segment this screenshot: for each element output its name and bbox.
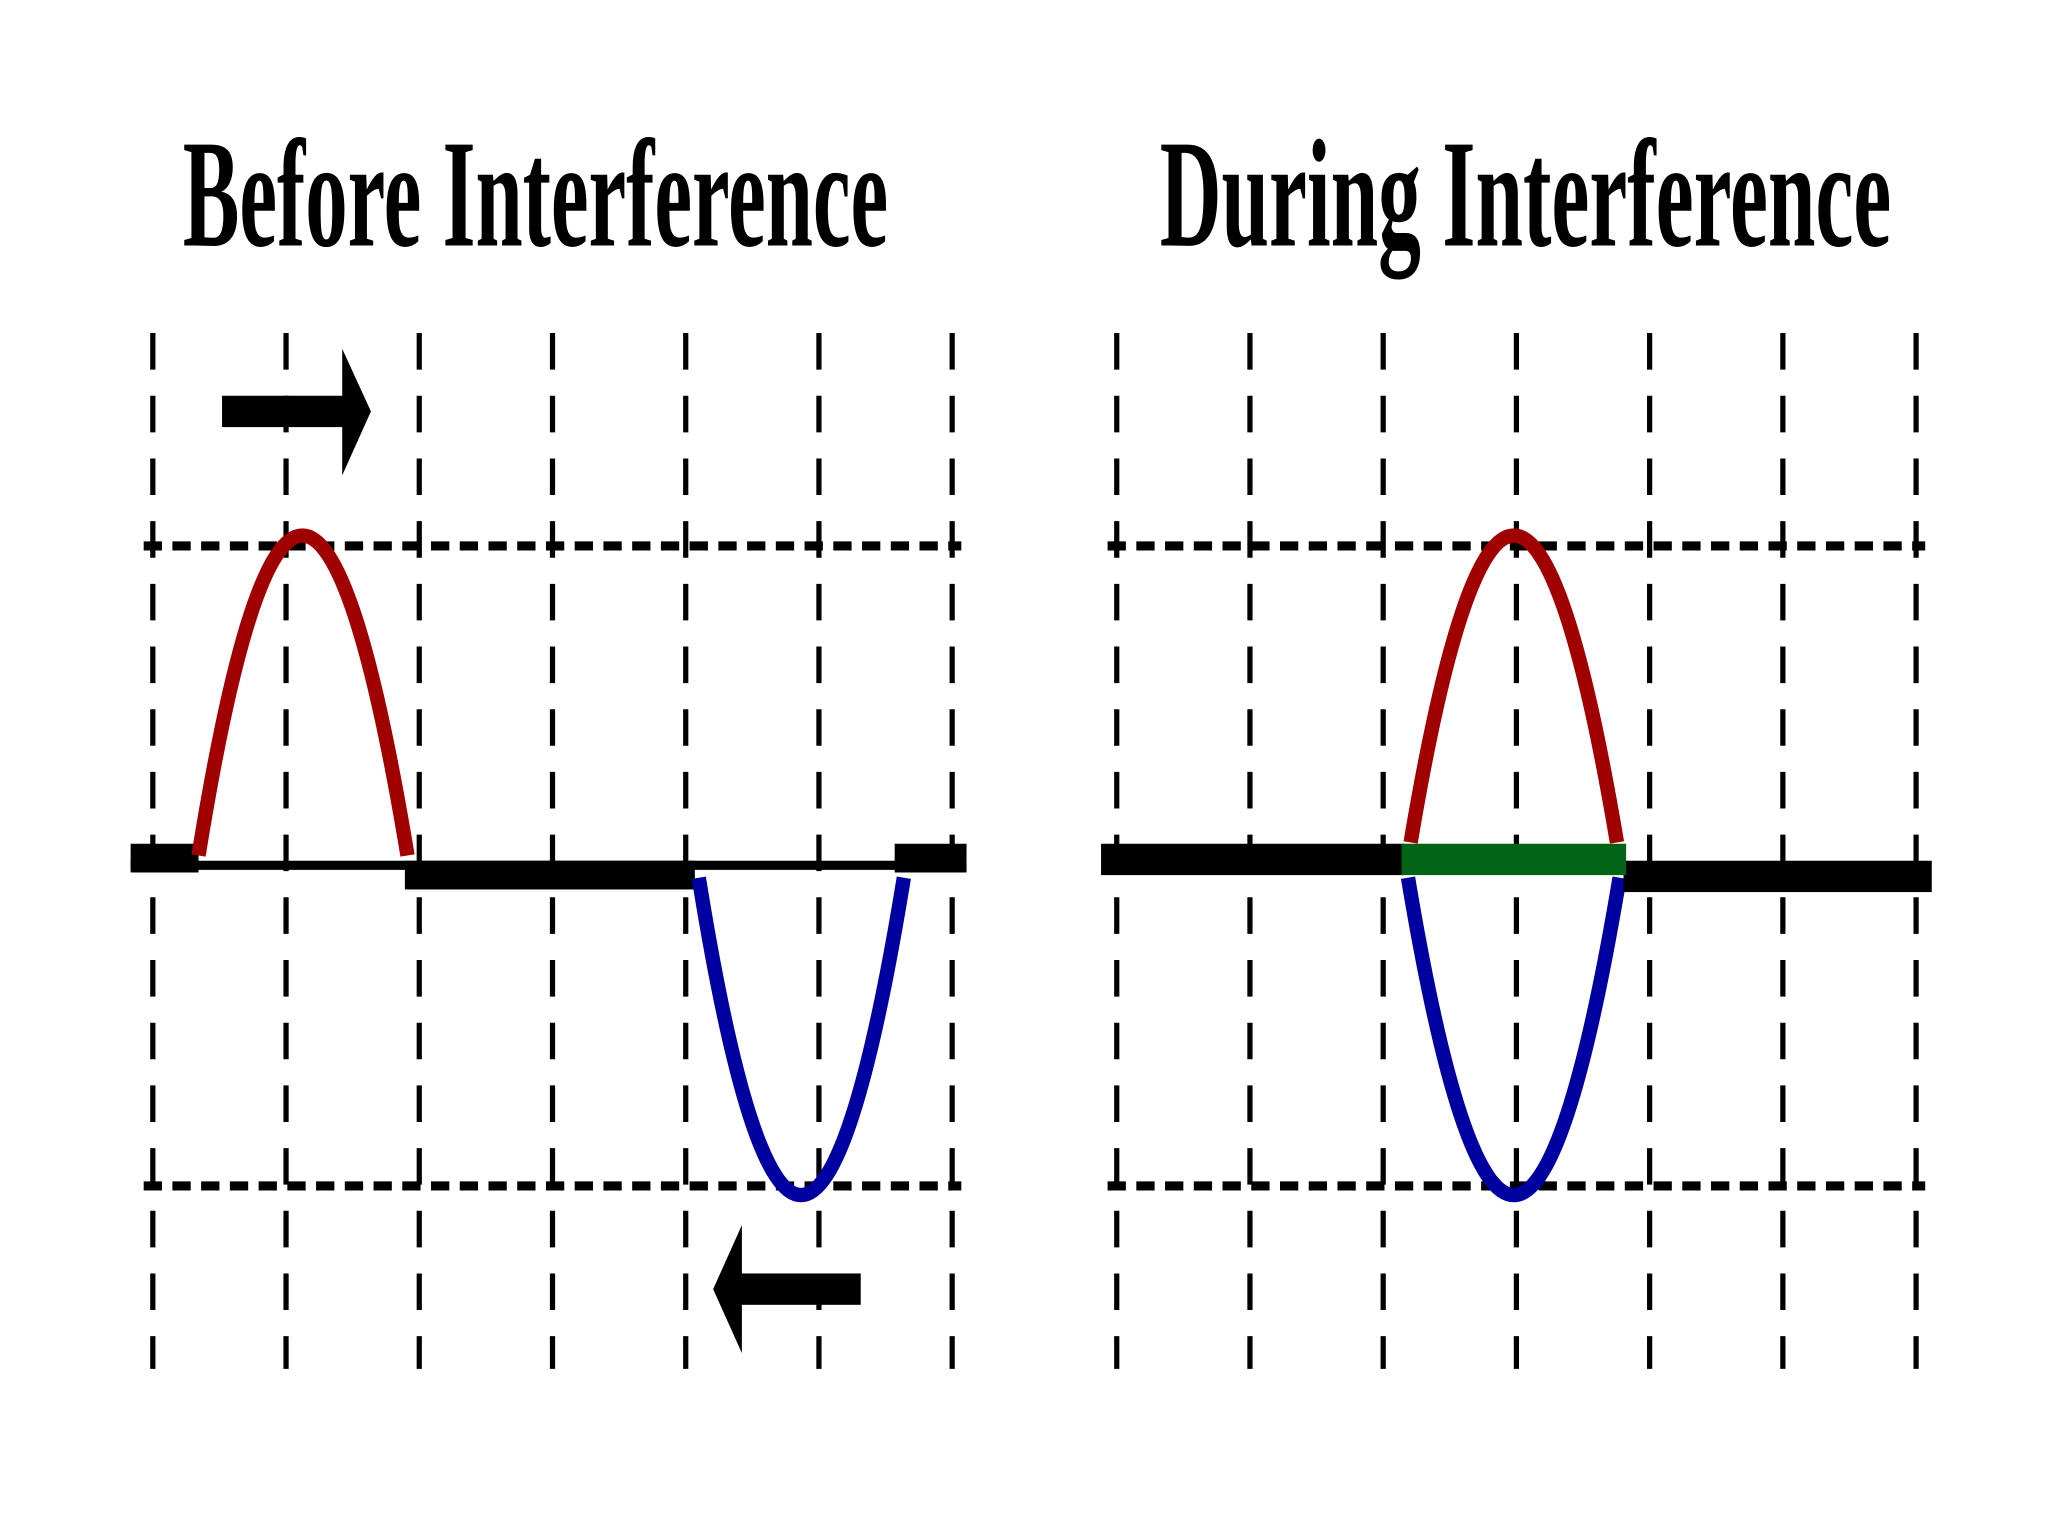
resultant-line [1401,843,1627,876]
panel-before: Before Interference [130,110,967,1369]
medium-line [1101,843,1932,893]
medium-line [130,843,967,890]
arrow-left [713,1225,861,1354]
arrow-right [222,348,371,476]
trough-pulse [691,876,911,1202]
crest-pulse [191,528,415,857]
horizontal-grid [143,541,962,1191]
crest-pulse [1403,528,1625,844]
panel-title: During Interference [1160,110,1891,280]
panel-title: Before Interference [183,110,888,280]
horizontal-grid [1107,541,1926,1191]
panel-during: During Interference [1101,110,1932,1369]
trough-pulse [1400,876,1627,1202]
